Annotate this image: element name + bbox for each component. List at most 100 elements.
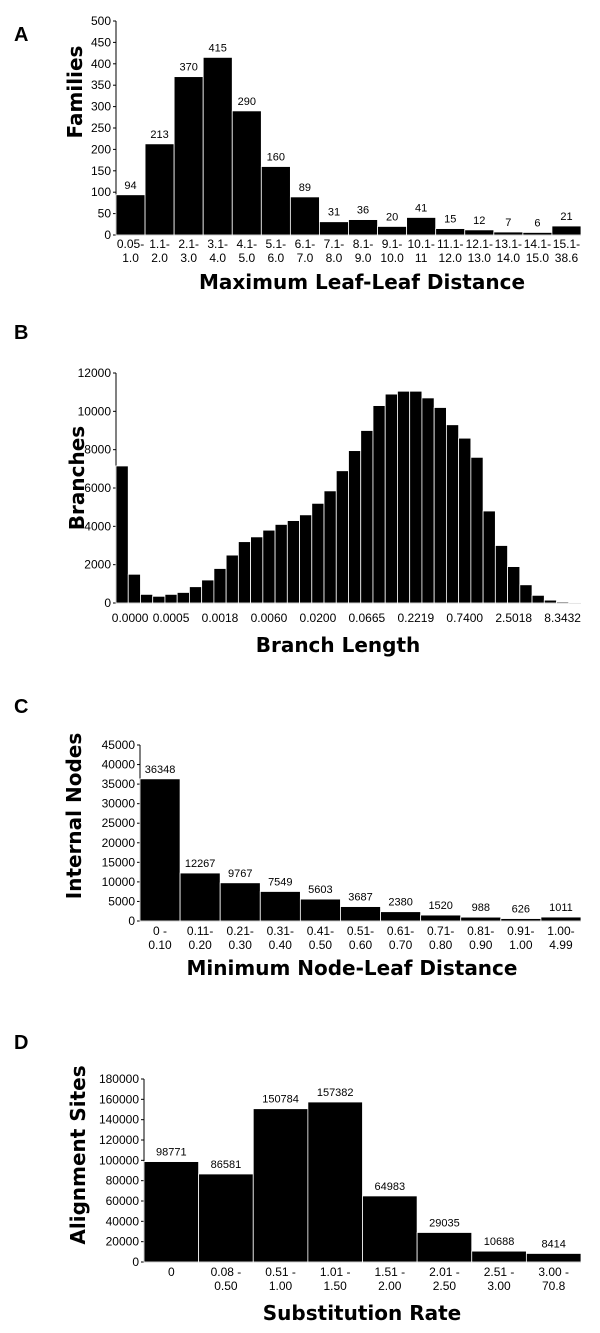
panel-c-x-tick-label-line2: 1.00: [509, 938, 533, 952]
panel-b-x-tick-label: 0.0200: [300, 611, 337, 625]
panel-b-x-tick-label: 0.0665: [349, 611, 386, 625]
panel-b-bar: [543, 599, 557, 604]
panel-b-y-tick-label: 6000: [84, 481, 111, 495]
panel-a-x-tick-label-line2: 10.0: [380, 251, 404, 265]
panel-d-data-label: 29035: [429, 1217, 460, 1229]
panel-c-bar: [139, 778, 181, 922]
panel-b-x-tick-label: 8.3432: [544, 611, 581, 625]
panel-a-data-label: 290: [238, 96, 256, 108]
panel-a-y-tick-label: 450: [91, 35, 111, 49]
panel-a-y-tick-label: 300: [91, 100, 111, 114]
panel-d-x-tick-label: 2.01 -: [429, 1265, 460, 1279]
panel-a-x-tick-label-line2: 13.0: [468, 251, 492, 265]
panel-b-y-tick-label: 4000: [84, 519, 111, 533]
panel-c: C Internal Nodes Minimum Node-Leaf Dista…: [14, 696, 582, 980]
panel-c-x-tick-label-line2: 0.20: [188, 938, 212, 952]
panel-b-bar: [115, 465, 129, 604]
panel-a-x-tick-label: 6.1-: [295, 237, 316, 251]
panel-a-x-tick-label-line2: 11: [415, 251, 428, 265]
panel-b-y-tick-label: 0: [104, 596, 111, 610]
panel-d-bar: [525, 1253, 582, 1263]
panel-a-x-tick-label: 13.1-: [495, 237, 522, 251]
panel-c-x-tick-label: 1.00-: [547, 924, 574, 938]
panel-label-a: A: [14, 24, 28, 46]
panel-a-data-label: 31: [328, 207, 340, 219]
panel-a-bar: [289, 196, 320, 236]
panel-a-bar: [144, 143, 175, 236]
panel-b-bar: [458, 437, 472, 604]
panel-b-bar: [189, 586, 203, 604]
panel-b-bar: [311, 502, 325, 604]
panel-d-y-tick-label: 40000: [106, 1214, 140, 1228]
panel-b-bar: [176, 592, 190, 604]
panel-d-plot: 0 20000 40000 60000 80000 100000 120000 140000 1…: [99, 1072, 582, 1293]
panel-c-bar: [179, 872, 221, 922]
panel-d-y-axis-title: Alignment Sites: [66, 1065, 90, 1244]
panel-a-x-tick-label: 0.05-: [117, 237, 144, 251]
panel-c-x-tick-label-line2: 0.40: [269, 938, 293, 952]
panel-a-plot: 0 50 100 150 200 250 300 350 400 450 500 94 0.05-1.0…: [91, 14, 582, 265]
panel-b-y-tick-label: 12000: [78, 366, 112, 380]
panel-b-bar: [360, 430, 374, 604]
panel-d-y-tick-label: 20000: [106, 1235, 140, 1249]
panel-c-x-tick-label: 0.71-: [427, 924, 454, 938]
panel-b-bar: [140, 593, 154, 604]
panel-b-bar: [568, 602, 582, 604]
panel-a-bar: [377, 226, 408, 236]
panel-d-x-tick-label-line2: 1.50: [324, 1279, 348, 1293]
panel-label-d: D: [14, 1032, 28, 1054]
panel-a-bar: [551, 225, 582, 236]
panel-b-bar: [237, 541, 252, 604]
panel-a-bar: [435, 228, 466, 236]
panel-a-bar: [493, 231, 524, 236]
panel-d-bar: [307, 1101, 363, 1263]
panel-d-data-label: 86581: [211, 1159, 242, 1171]
panel-a-y-tick-label: 100: [91, 185, 111, 199]
panel-d-x-tick-label: 0.08 -: [211, 1265, 242, 1279]
panel-a-x-tick-label-line2: 6.0: [268, 251, 285, 265]
panel-a-bar: [464, 229, 495, 236]
panel-d-y-tick-label: 0: [132, 1255, 139, 1269]
panel-a-data-label: 213: [150, 129, 168, 141]
panel-b-bar: [494, 545, 508, 604]
panel-c-x-tick-label-line2: 0.90: [469, 938, 493, 952]
panel-a-data-label: 41: [415, 202, 427, 214]
panel-c-x-tick-label-line2: 0.10: [148, 938, 172, 952]
panel-a-data-label: 36: [357, 205, 369, 217]
panel-a-data-label: 160: [267, 152, 285, 164]
panel-d-x-tick-label-line2: 1.00: [269, 1279, 293, 1293]
panel-a-x-axis-title: Maximum Leaf-Leaf Distance: [199, 270, 525, 294]
panel-a-data-label: 15: [444, 214, 456, 226]
panel-b-bar: [262, 529, 276, 604]
panel-d-data-label: 10688: [484, 1236, 515, 1248]
panel-a-x-tick-label-line2: 1.0: [122, 251, 139, 265]
panel-d-y-tick-label: 100000: [99, 1153, 139, 1167]
panel-c-bar: [219, 882, 261, 922]
panel-d-data-label: 98771: [156, 1147, 187, 1159]
panel-a-data-label: 415: [209, 42, 227, 54]
panel-b-y-tick-label: 2000: [84, 558, 111, 572]
panel-a-x-tick-label-line2: 15.0: [526, 251, 550, 265]
panel-c-data-label: 2380: [388, 897, 412, 909]
panel-c-data-label: 1520: [428, 900, 452, 912]
panel-b-plot: 0 2000 4000 6000 8000 10000 12000 0.0000 0.0005 0…: [78, 366, 582, 625]
panel-d-x-tick-label-line2: 0.50: [214, 1279, 238, 1293]
panel-b-bar: [507, 566, 521, 604]
panel-a-x-tick-label: 1.1-: [149, 237, 170, 251]
panel-b-y-axis-title: Branches: [65, 426, 89, 530]
panel-b-x-tick-label: 0.0005: [153, 611, 190, 625]
panel-a-y-tick-label: 500: [91, 14, 111, 28]
panel-a-y-tick-label: 50: [98, 207, 112, 221]
panel-d-x-tick-label-line2: 2.50: [433, 1279, 457, 1293]
panel-c-y-tick-label: 10000: [102, 875, 136, 889]
panel-c-y-tick-label: 45000: [102, 738, 136, 752]
panel-d-x-axis-title: Substitution Rate: [263, 1301, 461, 1325]
panel-a-bar: [406, 217, 437, 236]
panel-b-bar: [213, 568, 227, 604]
panel-a-x-tick-label: 7.1-: [324, 237, 345, 251]
panel-a-x-tick-label: 3.1-: [207, 237, 228, 251]
panel-a-x-tick-label: 11.1-: [437, 237, 463, 251]
panel-d-y-tick-label: 120000: [99, 1133, 139, 1147]
panel-d-y-tick-label: 180000: [99, 1072, 139, 1086]
panel-c-bar: [299, 898, 341, 922]
